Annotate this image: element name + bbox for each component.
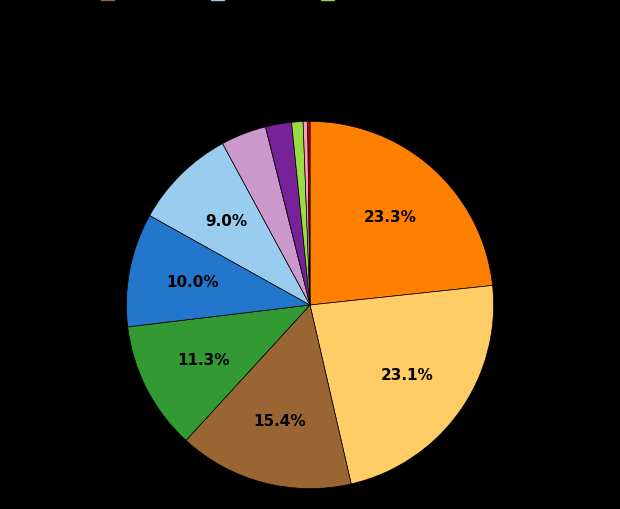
Wedge shape <box>186 305 351 489</box>
Wedge shape <box>149 144 310 305</box>
Text: 10.0%: 10.0% <box>167 275 219 290</box>
Text: 23.3%: 23.3% <box>363 209 416 224</box>
Wedge shape <box>128 305 310 441</box>
Wedge shape <box>310 286 494 484</box>
Text: 11.3%: 11.3% <box>177 352 230 367</box>
Text: 23.1%: 23.1% <box>381 367 433 382</box>
Text: 15.4%: 15.4% <box>254 413 306 428</box>
Wedge shape <box>291 122 310 305</box>
Legend: £150k-£200k, £100k-£150k, £200k-£250k, £50k-£100k, £300k-£400k, £250k-£300k, £40: £150k-£200k, £100k-£150k, £200k-£250k, £… <box>95 0 525 9</box>
Wedge shape <box>308 122 310 305</box>
Wedge shape <box>303 122 310 305</box>
Wedge shape <box>265 123 310 305</box>
Text: 9.0%: 9.0% <box>205 213 247 228</box>
Wedge shape <box>223 128 310 305</box>
Wedge shape <box>126 216 310 327</box>
Wedge shape <box>310 122 492 305</box>
